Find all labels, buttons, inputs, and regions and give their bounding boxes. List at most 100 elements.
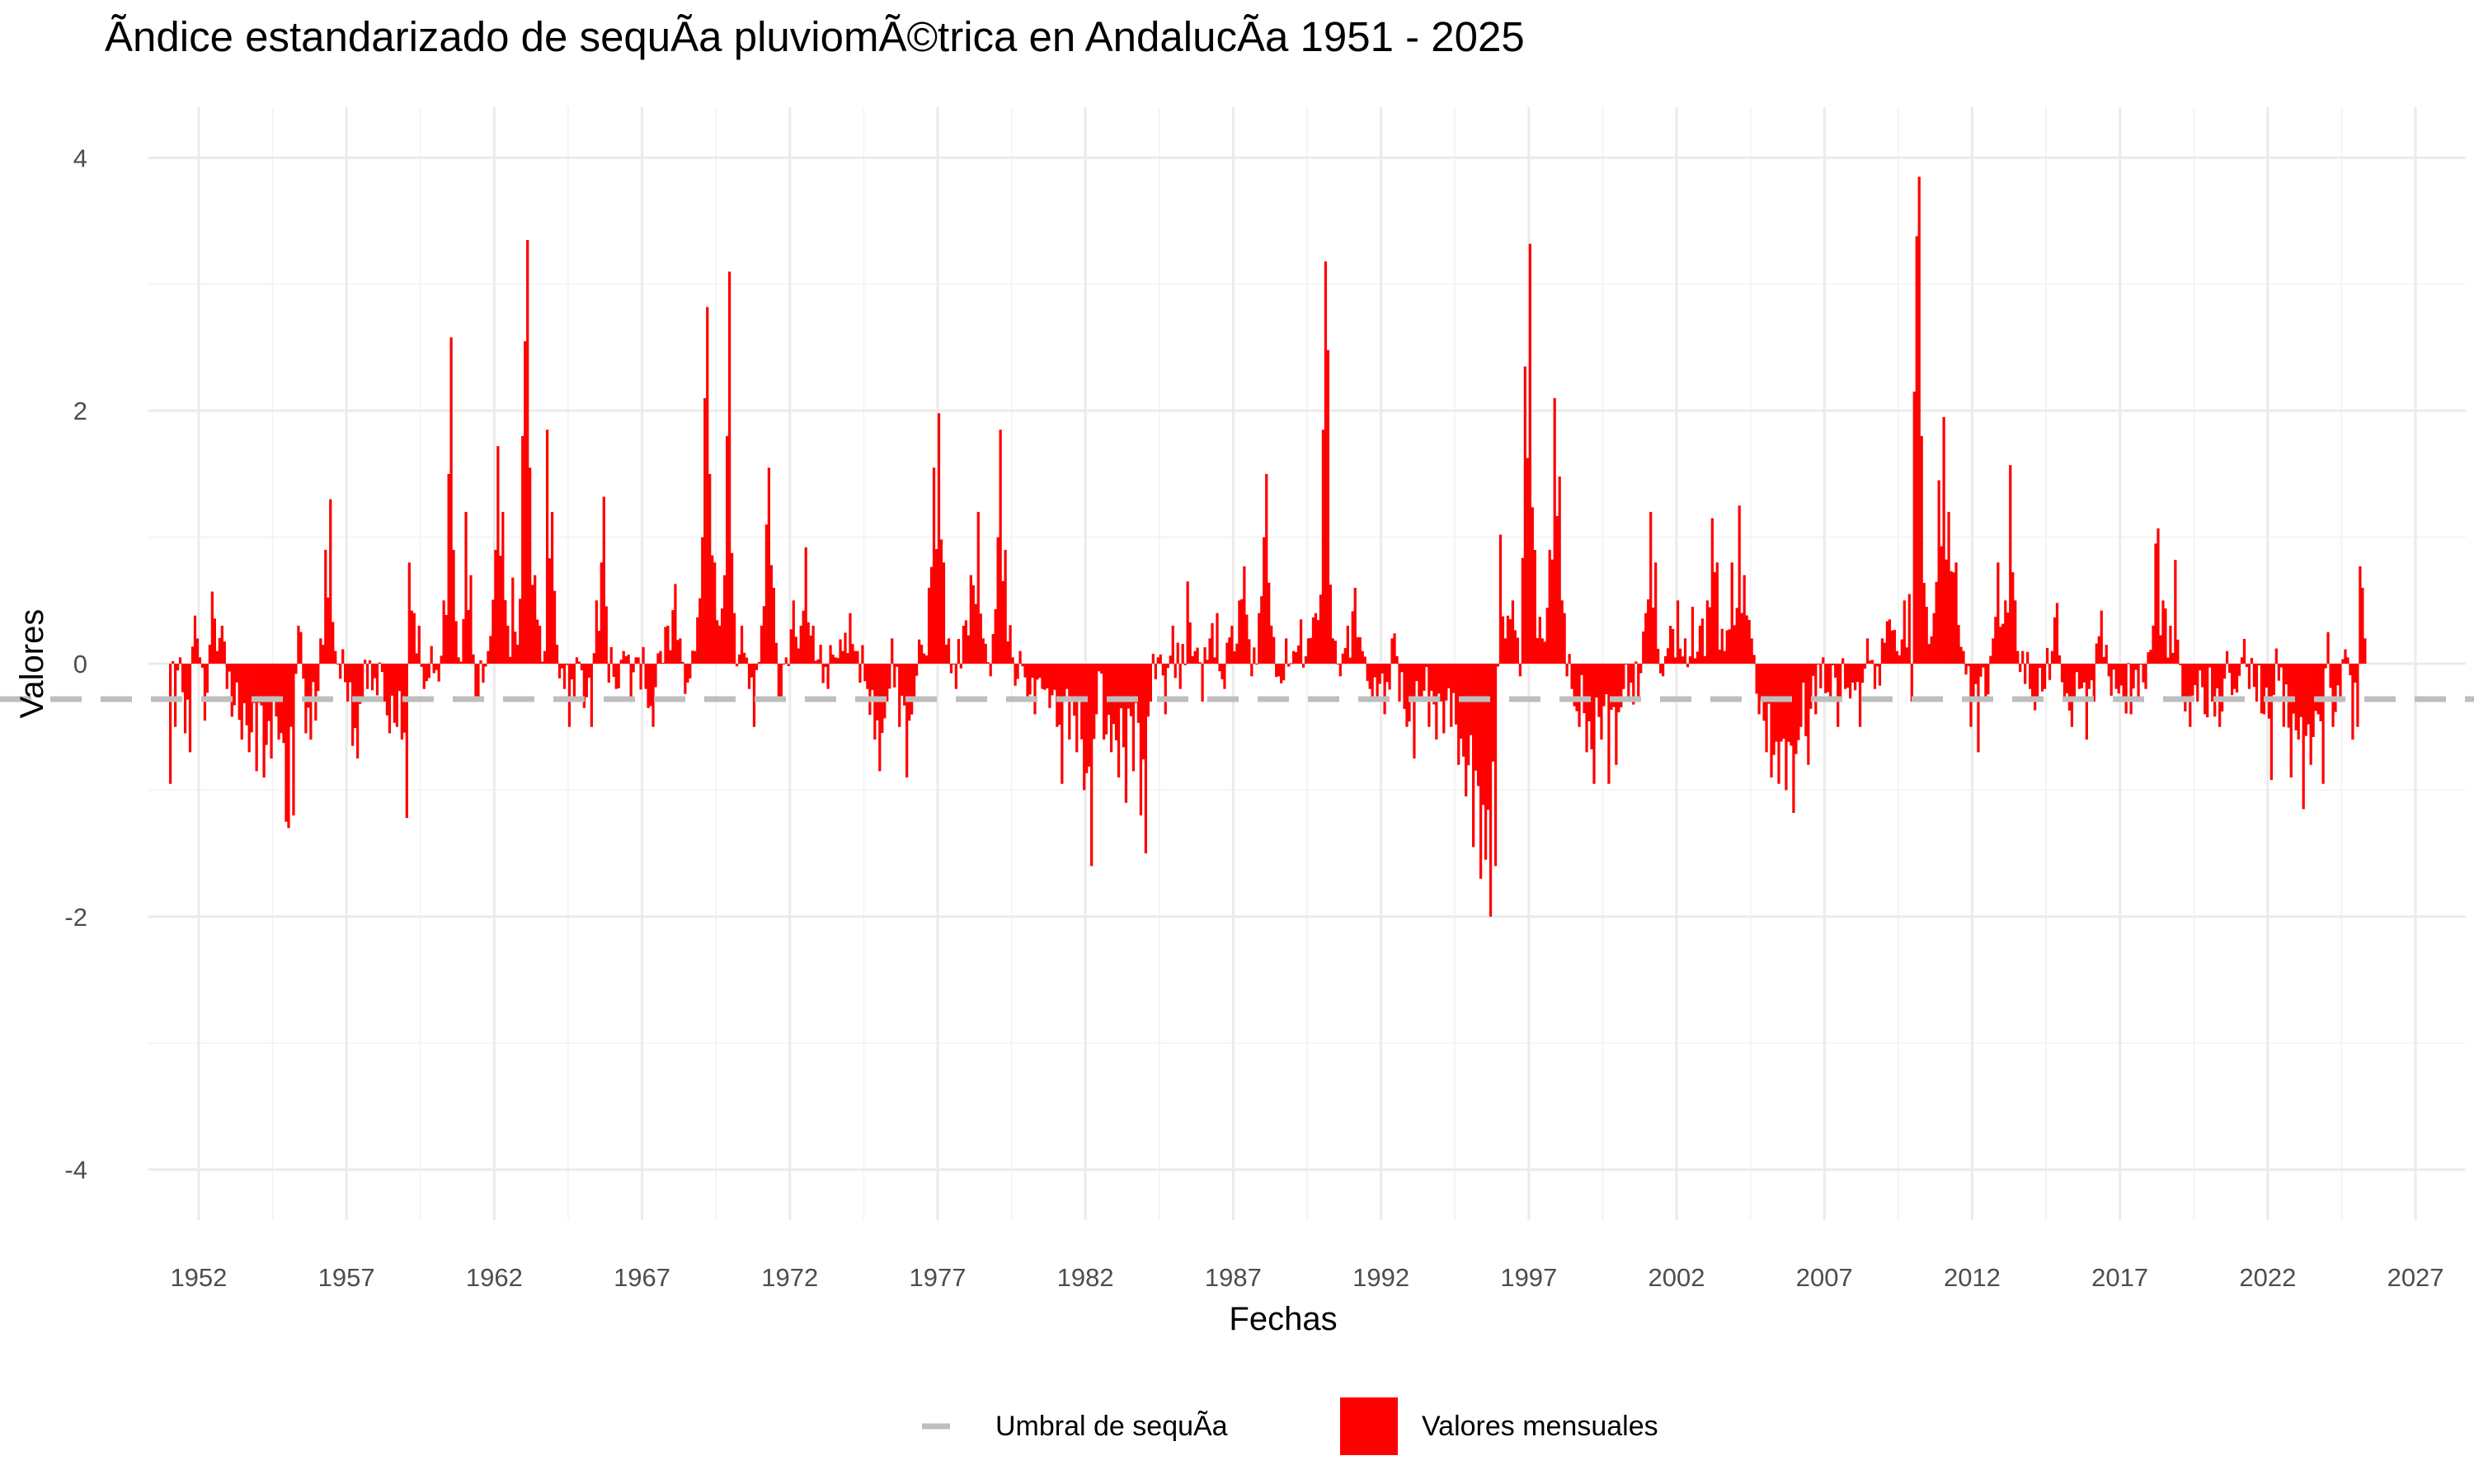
bar bbox=[1765, 664, 1768, 753]
bar bbox=[2213, 664, 2217, 717]
bar bbox=[1785, 664, 1788, 791]
bar bbox=[1592, 664, 1596, 784]
bar bbox=[548, 558, 552, 664]
bar bbox=[2107, 664, 2110, 677]
bar bbox=[1098, 664, 1101, 672]
bar bbox=[2134, 664, 2138, 670]
bar bbox=[1676, 600, 1680, 664]
bar bbox=[314, 664, 317, 721]
bar bbox=[2356, 664, 2359, 727]
y-tick-label: 4 bbox=[73, 143, 87, 172]
bar bbox=[218, 637, 221, 664]
x-tick-label: 2022 bbox=[2239, 1263, 2296, 1292]
bar bbox=[385, 664, 389, 716]
bar bbox=[531, 585, 534, 664]
bar bbox=[913, 664, 916, 702]
bar bbox=[1870, 660, 1874, 664]
bar bbox=[482, 664, 485, 683]
bar bbox=[1028, 664, 1032, 695]
bar bbox=[1738, 505, 1741, 664]
bar bbox=[1501, 616, 1505, 664]
bar bbox=[1757, 664, 1761, 715]
bar bbox=[1225, 642, 1229, 664]
y-axis-title: Valores bbox=[14, 609, 50, 719]
bar bbox=[898, 664, 901, 727]
bar bbox=[1206, 660, 1209, 664]
bar bbox=[612, 664, 615, 677]
bar bbox=[572, 664, 576, 701]
bar bbox=[1056, 664, 1059, 727]
bar bbox=[617, 664, 620, 688]
bar bbox=[1662, 664, 1665, 677]
bar bbox=[2257, 664, 2261, 666]
bar bbox=[1472, 664, 1475, 848]
bar bbox=[370, 664, 374, 691]
bar bbox=[1196, 647, 1199, 664]
bar bbox=[1733, 625, 1736, 664]
bar bbox=[1058, 664, 1061, 726]
bar bbox=[1476, 664, 1480, 787]
bar bbox=[1553, 397, 1556, 664]
bar bbox=[1518, 664, 1522, 677]
bar bbox=[1176, 642, 1179, 664]
bar bbox=[2065, 664, 2069, 693]
bar bbox=[400, 664, 403, 740]
bar bbox=[846, 653, 849, 664]
bar bbox=[1073, 664, 1076, 716]
bar bbox=[1745, 615, 1748, 664]
bar bbox=[767, 467, 771, 664]
bar bbox=[732, 613, 736, 664]
bar bbox=[1361, 650, 1364, 664]
bar bbox=[529, 467, 532, 664]
bar bbox=[1540, 638, 1544, 664]
bar bbox=[467, 609, 470, 664]
bar bbox=[1959, 646, 1963, 664]
bar bbox=[708, 473, 712, 664]
bar bbox=[1371, 664, 1374, 702]
bar bbox=[1837, 664, 1840, 727]
bar bbox=[509, 656, 512, 664]
bar bbox=[2282, 664, 2285, 727]
bar bbox=[1240, 599, 1244, 664]
bar bbox=[265, 664, 268, 745]
bar bbox=[1250, 664, 1253, 677]
bar bbox=[223, 641, 226, 664]
bar bbox=[604, 606, 608, 664]
bar bbox=[1503, 638, 1507, 664]
bar bbox=[2124, 664, 2128, 714]
bar bbox=[2184, 664, 2187, 711]
bar bbox=[1610, 664, 1613, 711]
bar bbox=[1846, 664, 1850, 688]
bar bbox=[1715, 562, 1719, 664]
bar bbox=[322, 645, 325, 664]
bar bbox=[245, 664, 248, 726]
bar bbox=[272, 664, 275, 700]
bar bbox=[1136, 664, 1141, 723]
bar bbox=[878, 664, 882, 772]
bar bbox=[1558, 476, 1561, 664]
bar bbox=[489, 636, 492, 664]
bar bbox=[2117, 664, 2120, 694]
bar bbox=[969, 575, 972, 664]
bar bbox=[171, 660, 175, 664]
bar bbox=[1642, 631, 1645, 664]
bar bbox=[1523, 366, 1526, 664]
bar bbox=[1832, 664, 1835, 665]
bar bbox=[1678, 648, 1682, 664]
bar bbox=[2186, 664, 2189, 702]
bar bbox=[1533, 549, 1536, 664]
bar bbox=[1858, 664, 1862, 727]
bar bbox=[567, 664, 571, 727]
bar bbox=[2194, 664, 2197, 685]
bar bbox=[550, 511, 554, 664]
bar bbox=[1134, 664, 1138, 703]
bar bbox=[440, 655, 443, 664]
bar bbox=[181, 664, 185, 693]
bar bbox=[2324, 664, 2327, 669]
bar bbox=[809, 635, 812, 664]
bar bbox=[355, 664, 360, 759]
bar bbox=[1625, 663, 1628, 665]
bar bbox=[2309, 664, 2312, 765]
bar bbox=[1708, 607, 1711, 664]
bar bbox=[1442, 664, 1446, 734]
